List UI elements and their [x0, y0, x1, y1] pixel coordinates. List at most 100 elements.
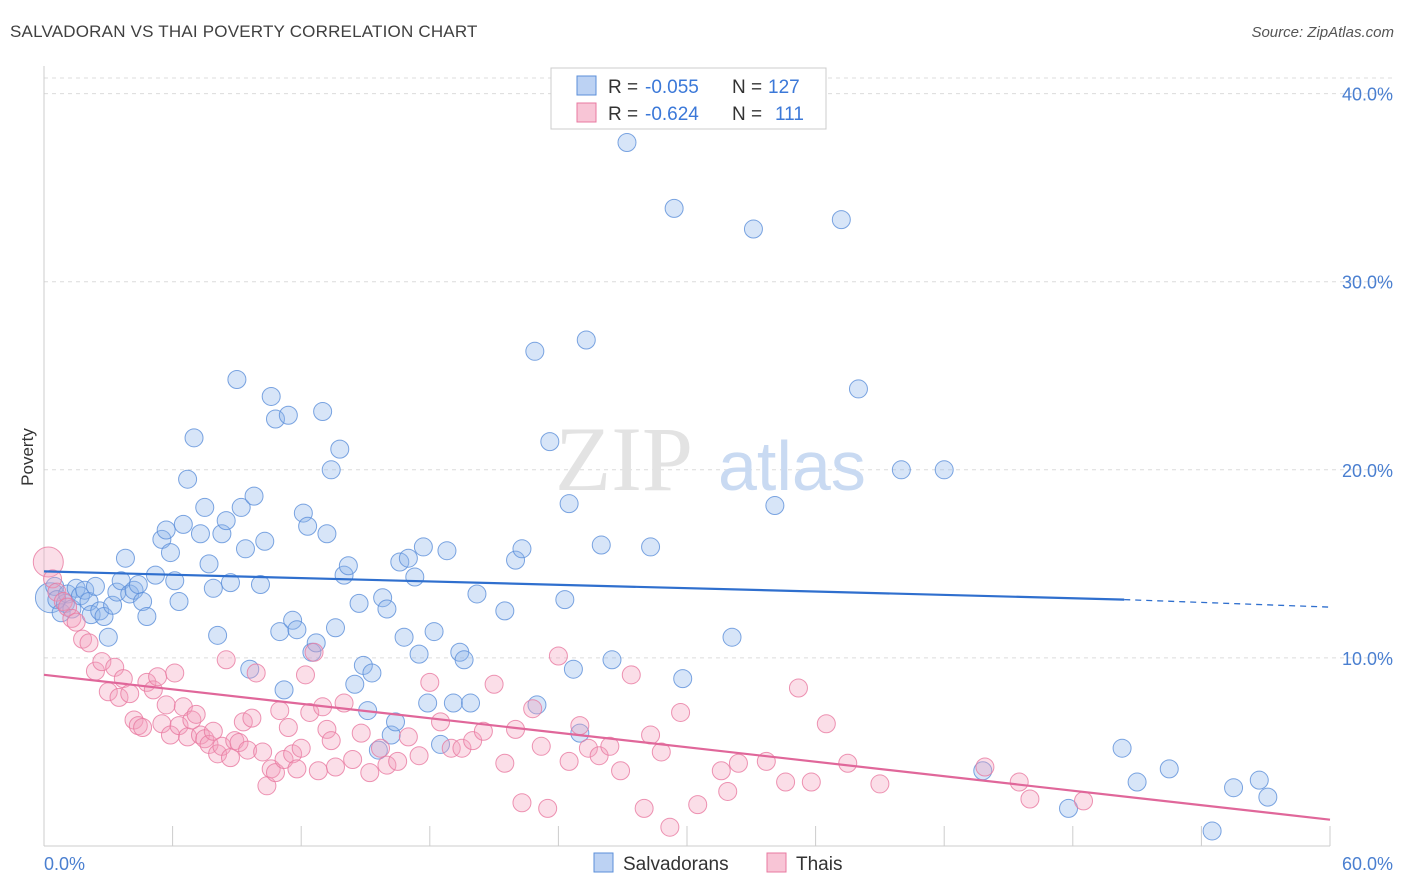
- point-0-49: [261, 386, 281, 406]
- legend-n-value-1: 111: [775, 104, 804, 125]
- point-0-67: [345, 674, 365, 694]
- point-1-61: [321, 731, 341, 751]
- point-0-83: [418, 693, 438, 713]
- point-1-83: [531, 736, 551, 756]
- point-1-98: [688, 795, 708, 815]
- point-1-97: [671, 702, 691, 722]
- x-tick-label-max: 60.0%: [1342, 854, 1393, 874]
- point-0-79: [398, 548, 418, 568]
- point-1-104: [788, 678, 808, 698]
- point-0-98: [555, 590, 575, 610]
- point-0-105: [617, 133, 637, 153]
- y-tick-label-40: 40.0%: [1342, 85, 1393, 105]
- point-0-123: [1249, 770, 1269, 790]
- point-1-25: [165, 663, 185, 683]
- point-0-61: [317, 524, 337, 544]
- legend-swatch-thais: [576, 102, 597, 123]
- y-tick-labels: 10.0% 20.0% 30.0% 40.0%: [1342, 85, 1393, 669]
- legend-r-value-1: -0.624: [645, 104, 699, 125]
- point-1-95: [651, 742, 671, 762]
- point-0-55: [287, 620, 307, 640]
- point-1-69: [388, 751, 408, 771]
- point-0-117: [1059, 798, 1079, 818]
- point-0-32: [178, 469, 198, 489]
- point-0-97: [540, 432, 560, 452]
- point-0-121: [1202, 821, 1222, 841]
- point-0-91: [467, 584, 487, 604]
- point-0-66: [338, 556, 358, 576]
- point-0-124: [1258, 787, 1278, 807]
- point-0-30: [169, 591, 189, 611]
- point-0-23: [133, 591, 153, 611]
- y-tick-label-20: 20.0%: [1342, 461, 1393, 481]
- point-0-74: [377, 599, 397, 619]
- point-0-85: [431, 734, 451, 754]
- point-1-76: [463, 731, 483, 751]
- point-0-29: [165, 571, 185, 591]
- point-0-22: [128, 575, 148, 595]
- point-0-24: [137, 607, 157, 627]
- point-0-28: [160, 543, 180, 563]
- point-0-31: [173, 514, 193, 534]
- point-0-82: [413, 537, 433, 557]
- series-salvadorans: [34, 133, 1278, 841]
- point-0-73: [373, 588, 393, 608]
- point-1-88: [578, 738, 598, 758]
- point-1-42: [238, 740, 258, 760]
- legend-n-label-0: N =: [732, 77, 762, 98]
- y-tick-label-10: 10.0%: [1342, 649, 1393, 669]
- point-0-107: [664, 198, 684, 218]
- point-1-45: [253, 742, 273, 762]
- point-1-65: [351, 723, 371, 743]
- point-0-12: [85, 576, 105, 596]
- point-1-0: [32, 546, 64, 578]
- point-0-46: [244, 486, 264, 506]
- point-0-26: [152, 529, 172, 549]
- point-0-112: [831, 210, 851, 230]
- legend-bottom-swatch-thais: [766, 852, 787, 873]
- x-tick-label-min: 0.0%: [44, 854, 85, 874]
- point-1-34: [203, 721, 223, 741]
- legend-bottom-label-salvadorans: Salvadorans: [623, 854, 729, 875]
- point-1-53: [287, 759, 307, 779]
- point-0-84: [424, 622, 444, 642]
- point-1-55: [295, 665, 315, 685]
- y-axis-title: Poverty: [18, 428, 37, 486]
- legend-top: R = -0.055 N = 127 R = -0.624 N = 111: [550, 67, 827, 130]
- point-1-99: [711, 761, 731, 781]
- point-0-87: [443, 693, 463, 713]
- point-1-94: [641, 725, 661, 745]
- point-1-66: [360, 763, 380, 783]
- point-1-58: [308, 761, 328, 781]
- point-0-47: [250, 575, 270, 595]
- point-0-99: [559, 494, 579, 514]
- point-1-70: [398, 727, 418, 747]
- point-1-110: [1009, 772, 1029, 792]
- point-1-7: [73, 629, 93, 649]
- point-0-118: [1112, 738, 1132, 758]
- point-0-34: [190, 524, 210, 544]
- point-1-81: [512, 793, 532, 813]
- point-1-78: [484, 674, 504, 694]
- trend-line-1: [43, 673, 1331, 821]
- point-1-21: [148, 667, 168, 687]
- legend-r-label-0: R =: [608, 77, 638, 98]
- point-0-36: [199, 554, 219, 574]
- point-1-64: [343, 749, 363, 769]
- chart-source: Source: ZipAtlas.com: [1251, 24, 1394, 41]
- point-1-108: [870, 774, 890, 794]
- legend-bottom-label-thais: Thais: [796, 854, 842, 875]
- legend-n-label-1: N =: [732, 104, 762, 125]
- point-1-79: [495, 753, 515, 773]
- point-1-90: [600, 736, 620, 756]
- point-1-51: [278, 718, 298, 737]
- point-0-54: [283, 610, 303, 630]
- point-0-53: [278, 405, 298, 425]
- point-0-52: [274, 680, 294, 700]
- point-0-120: [1159, 759, 1179, 779]
- point-0-19: [115, 548, 135, 568]
- chart-title: SALVADORAN VS THAI POVERTY CORRELATION C…: [10, 22, 478, 41]
- trend-lines: [43, 570, 1331, 821]
- point-0-62: [321, 460, 341, 480]
